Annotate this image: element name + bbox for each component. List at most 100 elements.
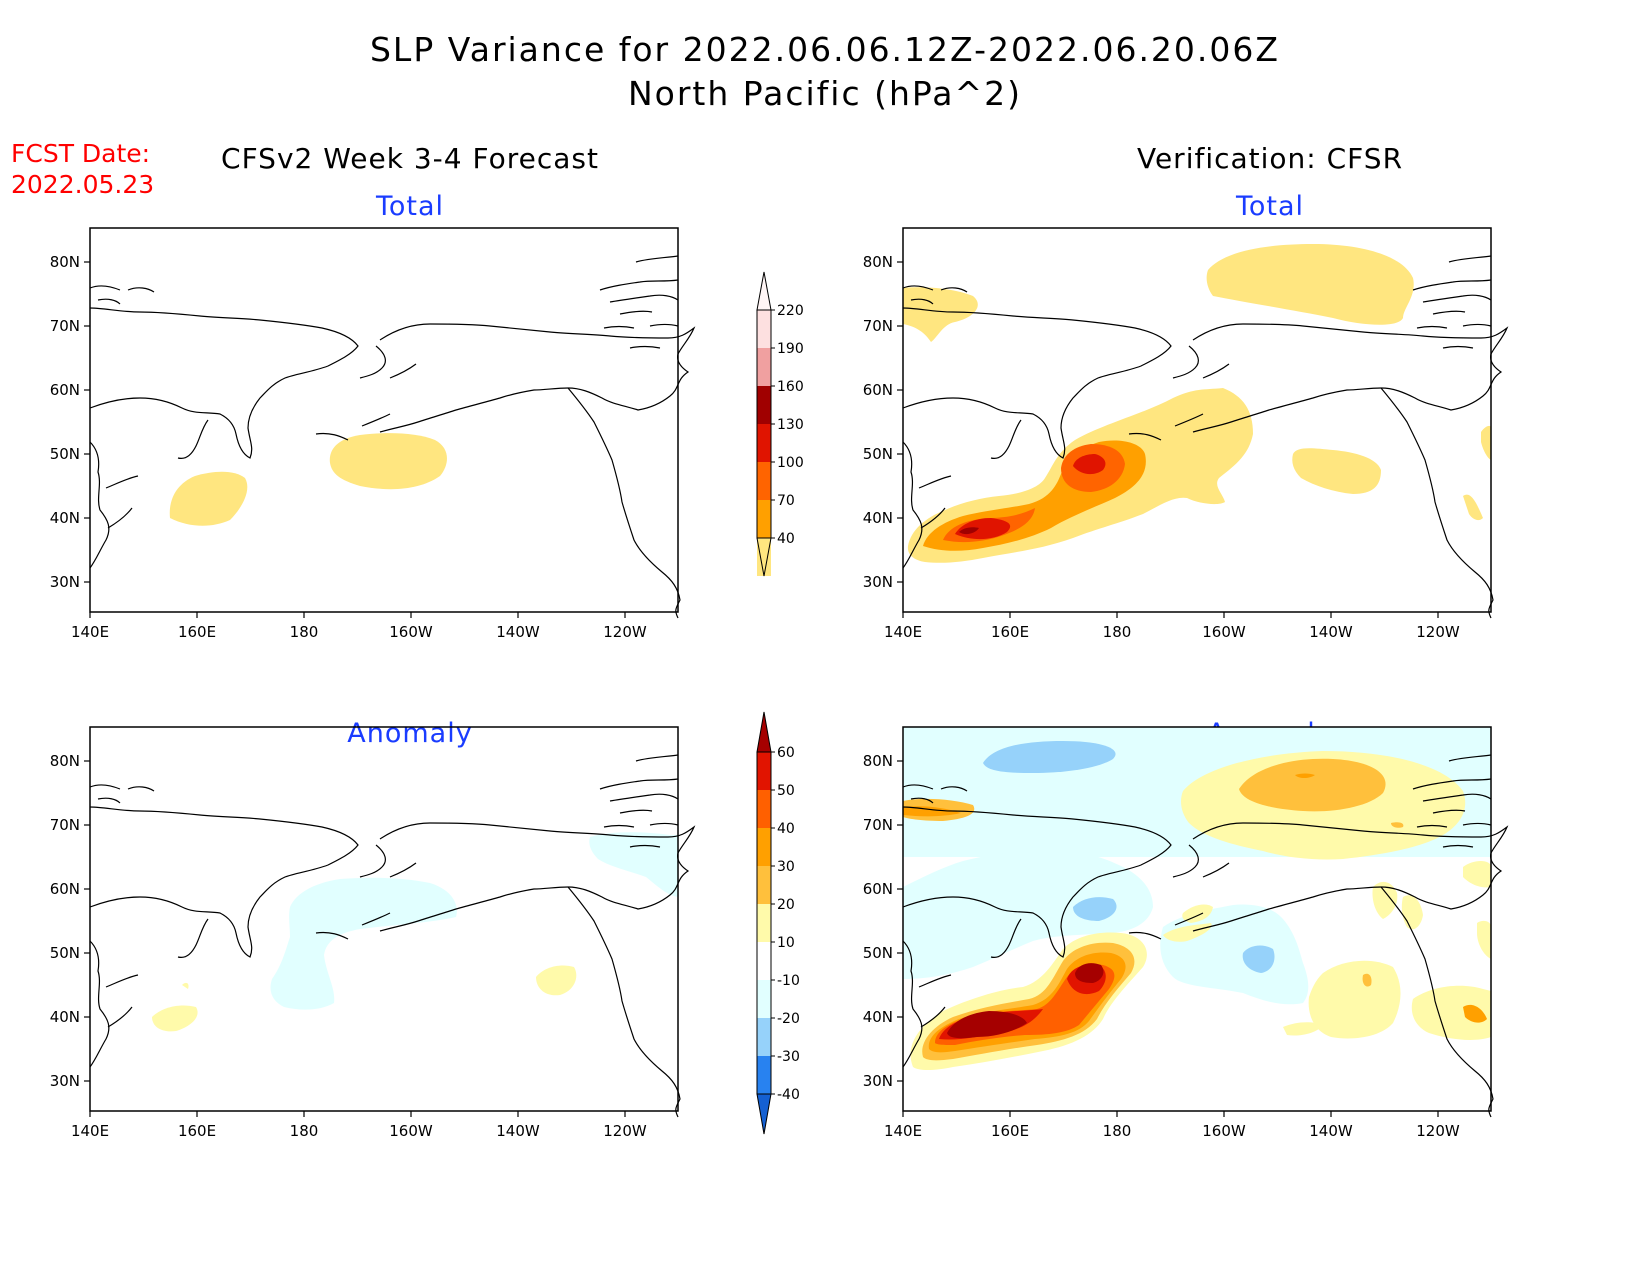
colorbar-anomaly: 60 50 40 30 20 10 -10 -20 -30 -40 [756,711,800,1135]
colorbar-swatch [757,942,771,980]
lon-tick-label: 140W [496,1122,540,1140]
lat-tick-label: 70N [863,317,893,335]
colorbar-label: 60 [777,745,795,761]
colorbar-label: 40 [777,531,795,547]
fcst-date-value: 2022.05.23 [11,170,155,199]
colorbar-swatch [757,1056,771,1094]
colorbar-swatch [757,904,771,942]
main-title: SLP Variance for 2022.06.06.12Z-2022.06.… [369,30,1281,69]
lon-tick-label: 120W [603,1122,647,1140]
lat-tick-label: 50N [50,445,80,463]
panel-subtitle-forecast-anomaly: Anomaly [347,718,473,749]
contour-40-region [329,433,447,490]
colorbar-label: 30 [777,859,795,875]
lat-tick-label: 70N [50,816,80,834]
colorbar-label: 10 [777,935,795,951]
map-panel-forecast-total [89,227,695,619]
panel-subtitle-verification-total: Total [1235,191,1305,222]
colorbar-swatch [757,980,771,1018]
lat-tick-label: 40N [50,1008,80,1026]
colorbar-swatch [757,866,771,904]
map-panel-forecast-anomaly [89,726,695,1118]
lon-tick-label: 140E [884,1122,922,1140]
colorbar-label: 40 [777,821,795,837]
colorbar-label: 100 [777,455,804,471]
colorbar-swatch [757,1018,771,1056]
colorbar-label: 190 [777,341,804,357]
lat-tick-label: 30N [863,1072,893,1090]
lon-tick-label: 160W [389,1122,433,1140]
map-panel-verification-anomaly [902,726,1508,1118]
colorbar-label: -40 [777,1087,800,1103]
lat-tick-label: 30N [50,573,80,591]
colorbar-swatch [757,462,771,500]
lon-tick-label: 140W [1309,623,1353,641]
lon-tick-label: 160E [178,1122,216,1140]
colorbar-swatch [757,348,771,386]
colorbar-swatch [757,828,771,866]
colorbar-label: 220 [777,303,804,319]
colorbar-swatch [757,538,771,576]
map-panel-verification-total [902,227,1508,619]
colorbar-swatch [757,500,771,538]
colorbar-max-triangle [756,271,772,311]
colorbar-swatch [757,310,771,348]
lat-tick-label: 70N [50,317,80,335]
lon-tick-label: 180 [290,1122,319,1140]
colorbar-swatch [757,752,771,790]
lon-tick-label: 180 [290,623,319,641]
lon-tick-label: 140E [884,623,922,641]
lat-tick-label: 80N [863,752,893,770]
lat-tick-label: 80N [50,253,80,271]
lon-tick-label: 160W [1202,623,1246,641]
lat-tick-label: 80N [863,253,893,271]
colorbar-min-triangle [756,537,772,577]
colorbar-label: -10 [777,973,800,989]
lat-tick-label: 40N [863,1008,893,1026]
colorbar-swatch [757,790,771,828]
lat-tick-label: 50N [863,445,893,463]
lon-tick-label: 160E [991,623,1029,641]
colorbar-swatch [757,386,771,424]
lon-tick-label: 160W [389,623,433,641]
colorbar-label: -30 [777,1049,800,1065]
lon-tick-label: 140E [71,1122,109,1140]
colorbar-total: 40 70 100 130 160 190 220 [756,271,804,577]
colorbar-label: 70 [777,493,795,509]
lat-tick-label: 80N [50,752,80,770]
lat-tick-label: 40N [863,509,893,527]
lon-tick-label: 160E [991,1122,1029,1140]
colorbar-min-triangle [756,1093,772,1135]
lon-tick-label: 180 [1103,623,1132,641]
panel-subtitle-forecast-total: Total [375,191,445,222]
lon-tick-label: 140W [496,623,540,641]
lat-tick-label: 60N [863,880,893,898]
lon-tick-label: 180 [1103,1122,1132,1140]
main-subtitle: North Pacific (hPa^2) [627,74,1023,113]
colorbar-swatch [757,424,771,462]
lat-tick-label: 30N [863,573,893,591]
lat-tick-label: 40N [50,509,80,527]
colorbar-label: -20 [777,1011,800,1027]
lon-tick-label: 140W [1309,1122,1353,1140]
colorbar-max-triangle [756,711,772,753]
lon-tick-label: 120W [1416,623,1460,641]
lat-tick-label: 60N [50,381,80,399]
lat-tick-label: 70N [863,816,893,834]
fcst-date-label: FCST Date: [11,139,151,168]
colorbar-label: 20 [777,897,795,913]
lat-tick-label: 60N [50,880,80,898]
lat-tick-label: 50N [863,944,893,962]
colorbar-label: 160 [777,379,804,395]
forecast-header: CFSv2 Week 3-4 Forecast [221,142,599,175]
lon-tick-label: 160W [1202,1122,1246,1140]
lat-tick-label: 50N [50,944,80,962]
colorbar-label: 50 [777,783,795,799]
lat-tick-label: 60N [863,381,893,399]
lon-tick-label: 160E [178,623,216,641]
lon-tick-label: 140E [71,623,109,641]
colorbar-label: 130 [777,417,804,433]
lon-tick-label: 120W [603,623,647,641]
lat-tick-label: 30N [50,1072,80,1090]
contour-40-region [169,471,248,526]
